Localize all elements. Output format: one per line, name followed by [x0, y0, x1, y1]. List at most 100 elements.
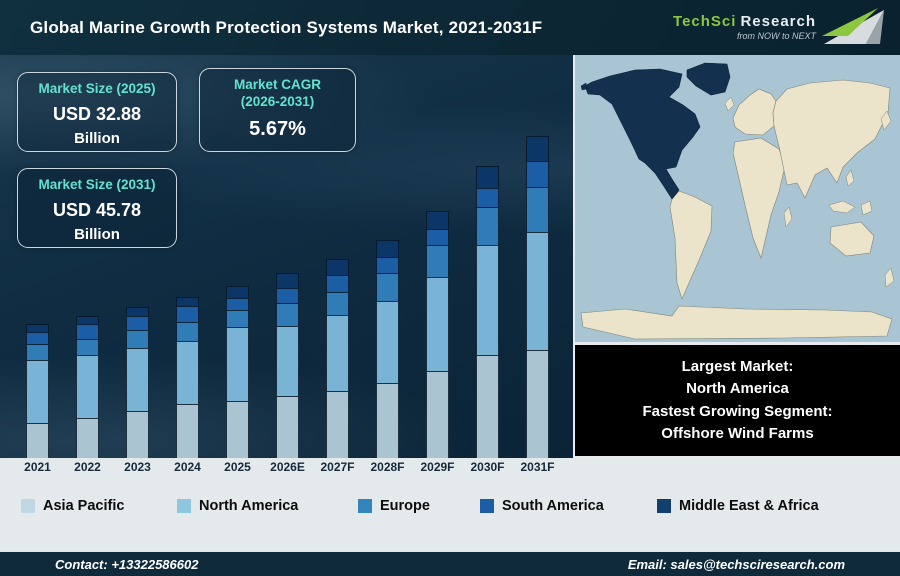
bar-segment-north-america — [26, 360, 49, 423]
bar-segment-middle-east-africa — [476, 166, 499, 188]
bar-segment-europe — [76, 339, 99, 355]
footer-bar: Contact: +13322586602 Email: sales@techs… — [0, 550, 900, 576]
x-tick-2021: 2021 — [24, 460, 51, 474]
map-asia — [772, 79, 891, 199]
x-tick-2024: 2024 — [174, 460, 201, 474]
bar-segment-asia-pacific — [176, 404, 199, 458]
bottom-band: 2021 2022 2023 2024 2025 2026E 2027F 2028F 2029F… — [0, 458, 900, 550]
bar-segment-north-america — [226, 327, 249, 401]
legend-swatch-icon — [657, 499, 671, 513]
map-indonesia — [828, 200, 856, 214]
x-tick-2023: 2023 — [124, 460, 151, 474]
bar-segment-north-america — [326, 315, 349, 391]
bar-segment-asia-pacific — [326, 391, 349, 458]
bar-segment-middle-east-africa — [126, 307, 149, 316]
bar-segment-south-america — [176, 306, 199, 322]
bar-segment-asia-pacific — [426, 371, 449, 458]
right-pane: Largest Market: North America Fastest Grow… — [573, 55, 900, 458]
bar-segment-asia-pacific — [226, 401, 249, 458]
bar-segment-asia-pacific — [476, 355, 499, 458]
bar-segment-middle-east-africa — [526, 136, 549, 161]
bar-segment-asia-pacific — [126, 411, 149, 458]
legend-label: South America — [502, 498, 604, 514]
bar-segment-south-america — [426, 229, 449, 245]
x-tick-2022: 2022 — [74, 460, 101, 474]
bar-2026E — [276, 273, 299, 458]
bar-2027F — [326, 259, 349, 458]
bar-segment-asia-pacific — [276, 396, 299, 458]
bar-2022 — [76, 316, 99, 458]
market-size-2031-value: USD 45.78 — [52, 199, 142, 220]
bar-segment-south-america — [126, 316, 149, 330]
logo-brand-research: Research — [740, 13, 816, 30]
logo-tagline: from NOW to NEXT — [736, 31, 816, 41]
legend-label: Asia Pacific — [43, 498, 125, 514]
map-new-guinea — [860, 200, 873, 216]
legend-swatch-icon — [358, 499, 372, 513]
bar-2028F — [376, 240, 399, 458]
x-tick-2029F: 2029F — [420, 460, 455, 474]
footer-contact: Contact: +13322586602 — [55, 556, 199, 572]
bar-segment-north-america — [76, 355, 99, 418]
bar-segment-europe — [326, 292, 349, 315]
market-size-2025-box: Market Size (2025) USD 32.88 Billion — [17, 72, 177, 152]
map-uk — [724, 96, 735, 112]
bar-segment-europe — [226, 310, 249, 327]
bar-segment-europe — [426, 245, 449, 277]
bar-segment-middle-east-africa — [326, 259, 349, 275]
map-japan — [880, 110, 892, 131]
footer-email: Email: sales@techsciresearch.com — [627, 556, 845, 572]
map-south-america — [669, 190, 713, 300]
bar-2021 — [26, 324, 49, 458]
map-africa — [732, 137, 786, 259]
x-tick-2031F: 2031F — [520, 460, 555, 474]
header-bar: Global Marine Growth Protection Systems … — [0, 0, 900, 55]
bar-segment-middle-east-africa — [426, 211, 449, 229]
bar-segment-europe — [176, 322, 199, 341]
bar-segment-asia-pacific — [526, 350, 549, 458]
bar-segment-south-america — [376, 257, 399, 273]
map-australia — [829, 221, 875, 257]
logo-text: TechSci Research from NOW to NEXT — [673, 14, 816, 41]
bar-segment-europe — [26, 344, 49, 360]
market-cagr-box: Market CAGR (2026-2031) 5.67% — [199, 68, 356, 152]
bar-segment-europe — [126, 330, 149, 348]
techsci-logo: TechSci Research from NOW to NEXT — [673, 7, 890, 48]
bar-segment-asia-pacific — [76, 418, 99, 458]
bar-2031F — [526, 136, 549, 458]
legend-swatch-icon — [177, 499, 191, 513]
chart-pane: Market Size (2025) USD 32.88 Billion Mar… — [0, 55, 573, 458]
market-cagr-label: Market CAGR — [233, 77, 322, 92]
logo-brand-techsci: TechSci — [673, 13, 737, 30]
bar-segment-middle-east-africa — [26, 324, 49, 332]
legend-item-south-america: South America — [480, 498, 604, 514]
bar-segment-europe — [276, 303, 299, 326]
bar-segment-middle-east-africa — [276, 273, 299, 288]
bar-segment-north-america — [526, 232, 549, 350]
map-madagascar — [783, 206, 793, 228]
bar-segment-asia-pacific — [26, 423, 49, 458]
callout-line-1: Largest Market: — [681, 357, 794, 375]
callout-line-2: North America — [686, 380, 789, 397]
map-north-america — [584, 68, 701, 200]
x-tick-2027F: 2027F — [320, 460, 355, 474]
logo-arrow-icon — [822, 7, 884, 44]
legend-label: North America — [199, 498, 299, 514]
bar-segment-south-america — [226, 298, 249, 310]
market-size-2031-unit: Billion — [74, 225, 120, 243]
bar-segment-asia-pacific — [376, 383, 399, 458]
market-size-2031-box: Market Size (2031) USD 45.78 Billion — [17, 168, 177, 248]
bar-segment-north-america — [176, 341, 199, 404]
bar-2029F — [426, 211, 449, 458]
x-tick-2025: 2025 — [224, 460, 251, 474]
bar-segment-south-america — [476, 188, 499, 207]
bar-2030F — [476, 166, 499, 458]
page-title: Global Marine Growth Protection Systems … — [30, 17, 543, 37]
bar-segment-south-america — [526, 161, 549, 187]
market-size-2025-unit: Billion — [74, 129, 120, 147]
bar-chart — [0, 55, 573, 458]
legend-label: Europe — [380, 498, 430, 514]
bar-segment-south-america — [26, 332, 49, 344]
legend-item-middle-east-africa: Middle East & Africa — [657, 498, 819, 514]
bar-segment-europe — [376, 273, 399, 301]
